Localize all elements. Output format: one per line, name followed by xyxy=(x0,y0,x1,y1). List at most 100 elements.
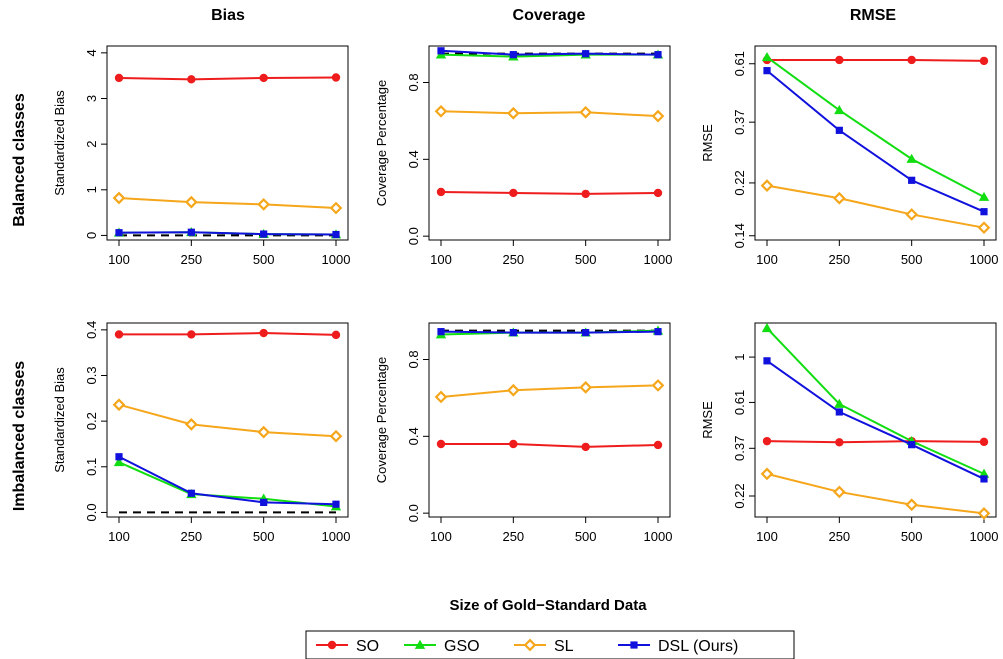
y-tick-label: 3 xyxy=(84,95,99,102)
x-tick-label: 1000 xyxy=(644,252,673,267)
data-point-dsl-ours xyxy=(835,126,843,134)
data-point-sl xyxy=(832,191,846,205)
data-point-sl xyxy=(905,498,919,512)
data-point-so xyxy=(187,75,196,84)
x-tick-label: 1000 xyxy=(322,252,351,267)
y-tick-label: 0.0 xyxy=(406,227,421,245)
y-tick-label: 0.3 xyxy=(84,366,99,384)
data-point-dsl-ours xyxy=(332,500,340,508)
y-tick-label: 0.0 xyxy=(406,504,421,522)
x-tick-label: 100 xyxy=(756,529,778,544)
series-line-gso xyxy=(766,327,985,475)
series-line-sl xyxy=(440,384,659,398)
series-line-sl xyxy=(766,472,985,515)
y-tick-label: 0.1 xyxy=(84,458,99,476)
data-point-sl xyxy=(184,195,198,209)
series-line-sl xyxy=(440,110,659,118)
legend-item-sl: SL xyxy=(514,638,574,655)
data-point-dsl-ours xyxy=(582,50,590,58)
y-tick-label: 0.4 xyxy=(406,150,421,168)
series-line-so xyxy=(118,76,337,81)
data-point-dsl-ours xyxy=(908,441,916,449)
data-point-dsl-ours xyxy=(332,230,340,239)
y-tick-label: 0.14 xyxy=(732,223,747,248)
data-point-gso xyxy=(761,323,773,333)
x-tick-label: 100 xyxy=(756,252,778,267)
y-axis-title: Standardized Bias xyxy=(52,90,67,196)
x-tick-label: 250 xyxy=(502,529,524,544)
data-point-sl xyxy=(329,201,343,215)
data-point-sl xyxy=(651,379,665,392)
plot-frame xyxy=(754,322,997,518)
shared-x-label: Size of Gold−Standard Data xyxy=(449,597,647,614)
data-point-gso xyxy=(834,104,845,115)
data-point-so xyxy=(762,436,772,446)
x-tick-label: 100 xyxy=(430,252,452,267)
x-tick-label: 250 xyxy=(828,529,850,544)
data-point-sl xyxy=(112,191,126,205)
y-tick-label: 0.8 xyxy=(406,73,421,91)
x-tick-label: 100 xyxy=(430,529,452,544)
panel-imbalanced-rmse: 100 250 500 1000 0.22 0.37 0.61 1 RMSE xyxy=(700,322,998,544)
data-point-sl xyxy=(977,221,991,235)
data-point-dsl-ours xyxy=(980,475,988,483)
legend-marker xyxy=(630,641,638,649)
x-tick-label: 500 xyxy=(901,252,923,267)
plot-frame xyxy=(754,45,997,241)
series-line-sl xyxy=(118,403,337,438)
series-line-dsl-ours xyxy=(440,330,659,334)
panel-imbalanced-bias: 100 250 500 1000 0.0 0.1 0.2 0.3 0.4 Standardized… xyxy=(52,321,350,544)
y-tick-label: 4 xyxy=(84,49,99,56)
data-point-so xyxy=(581,442,590,452)
data-point-so xyxy=(436,439,446,449)
series-line-dsl-ours xyxy=(766,69,985,213)
data-point-so xyxy=(114,330,124,339)
y-axis-title: RMSE xyxy=(700,124,715,162)
legend-label: SL xyxy=(554,638,574,655)
x-tick-label: 100 xyxy=(108,529,130,544)
y-tick-label: 0.22 xyxy=(732,170,747,195)
data-point-dsl-ours xyxy=(763,67,771,75)
x-tick-label: 1000 xyxy=(970,252,999,267)
y-tick-label: 2 xyxy=(84,141,99,148)
data-point-sl xyxy=(506,383,520,397)
y-axis-title: RMSE xyxy=(700,401,715,439)
x-tick-label: 250 xyxy=(502,252,524,267)
data-point-sl xyxy=(434,104,448,118)
y-tick-label: 0.2 xyxy=(84,412,99,430)
row-title-imbalanced: Imbalanced classes xyxy=(11,361,28,511)
data-point-sl xyxy=(506,106,520,120)
row-title-balanced: Balanced classes xyxy=(11,93,28,227)
data-point-so xyxy=(187,330,196,339)
data-point-so xyxy=(331,330,341,340)
series-line-dsl-ours xyxy=(118,231,337,236)
legend-label: SO xyxy=(356,638,379,655)
data-point-dsl-ours xyxy=(763,357,771,365)
y-tick-label: 0.0 xyxy=(84,503,99,521)
data-point-dsl-ours xyxy=(115,229,123,237)
legend-box xyxy=(305,630,795,659)
plot-frame xyxy=(428,45,671,241)
data-point-sl xyxy=(329,429,343,443)
data-point-dsl-ours xyxy=(437,328,445,336)
panel-imbalanced-coverage: 100 250 500 1000 0.0 0.4 0.8 Coverage Percentag… xyxy=(374,322,673,544)
y-axis-title: Standardized Bias xyxy=(52,367,67,473)
data-point-so xyxy=(907,55,916,65)
y-tick-label: 1 xyxy=(732,353,747,360)
x-tick-label: 500 xyxy=(575,529,597,544)
series-line-dsl-ours xyxy=(118,455,337,506)
x-tick-label: 1000 xyxy=(322,529,351,544)
data-point-dsl-ours xyxy=(437,47,445,55)
data-point-so xyxy=(653,188,663,198)
data-point-sl xyxy=(112,398,126,412)
x-tick-label: 250 xyxy=(180,252,202,267)
x-tick-label: 250 xyxy=(180,529,202,544)
data-point-gso xyxy=(761,52,773,62)
data-point-sl xyxy=(651,109,665,123)
x-tick-label: 1000 xyxy=(644,529,673,544)
series-line-sl xyxy=(118,197,337,210)
y-tick-label: 0.22 xyxy=(732,483,747,508)
column-title-bias: Bias xyxy=(211,7,245,24)
series-line-so xyxy=(441,443,659,448)
x-tick-label: 250 xyxy=(828,252,850,267)
